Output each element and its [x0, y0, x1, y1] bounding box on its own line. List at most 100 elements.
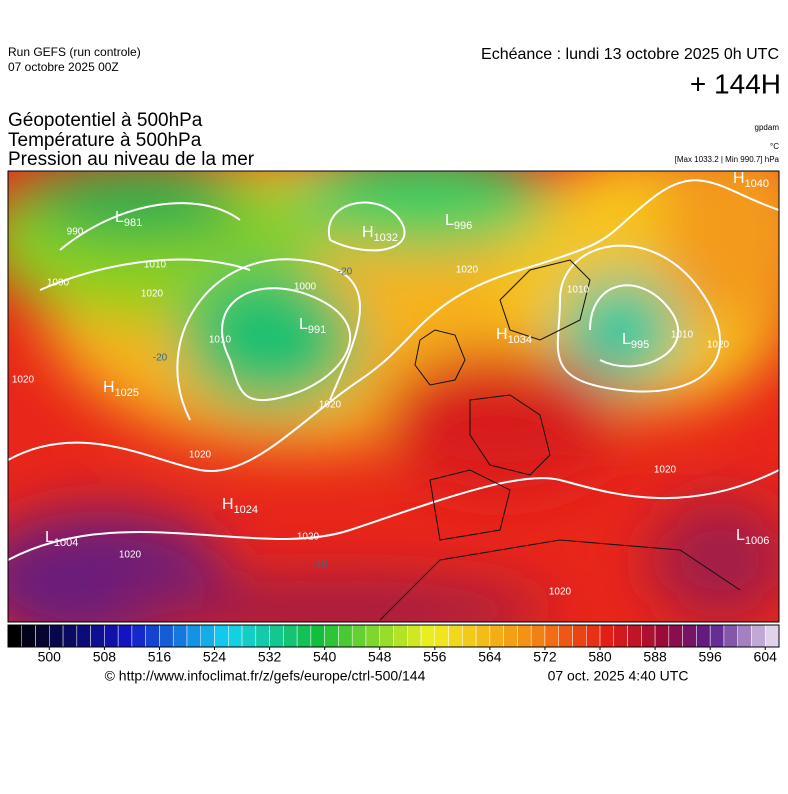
- generated-time: 07 oct. 2025 4:40 UTC: [548, 668, 689, 684]
- colorbar-tick-label: 604: [754, 649, 778, 665]
- center-letter: H: [733, 170, 745, 187]
- colorbar-swatch: [489, 624, 504, 648]
- center-value: 1025: [115, 387, 139, 399]
- colorbar-swatch: [434, 624, 449, 648]
- isotherm-label: -20: [153, 353, 168, 364]
- colorbar-tick-label: 596: [698, 649, 722, 665]
- colorbar-swatch: [241, 624, 257, 648]
- colorbar-swatch: [709, 624, 725, 648]
- valid-time: Echéance : lundi 13 octobre 2025 0h UTC: [481, 46, 779, 63]
- isobar-label: 1020: [189, 450, 212, 461]
- colorbar-swatch: [228, 624, 243, 648]
- source: © http://www.infoclimat.fr/z/gefs/europe…: [105, 668, 426, 684]
- colorbar-swatch: [117, 624, 133, 648]
- center-letter: H: [222, 496, 234, 513]
- isobar-label: 990: [67, 227, 84, 238]
- isotherm-label: -20: [338, 267, 353, 278]
- colorbar-tick-label: 556: [423, 649, 447, 665]
- colorbar-swatch: [503, 624, 518, 648]
- isobar-label: 1020: [707, 340, 730, 351]
- colorbar-tick-label: 508: [93, 649, 117, 665]
- colorbar-swatch: [572, 624, 587, 648]
- colorbar-swatch: [696, 624, 711, 648]
- colorbar-swatch: [393, 624, 408, 648]
- pressure-center: L981: [115, 209, 142, 229]
- colorbar-swatch: [737, 624, 752, 648]
- colorbar-swatch: [407, 624, 422, 648]
- pressure-center: H1025: [103, 379, 139, 399]
- colorbar-swatch: [420, 624, 436, 648]
- colorbar-swatch: [379, 624, 394, 648]
- isobar-label: 1020: [456, 265, 479, 276]
- colorbar-swatch: [62, 624, 78, 648]
- colorbar-swatch: [21, 624, 36, 648]
- unit: [Max 1033.2 | Min 990.7] hPa: [675, 155, 780, 164]
- isobar-label: 1020: [12, 375, 35, 386]
- map-frame: [7, 170, 780, 623]
- center-letter: L: [736, 527, 745, 544]
- pressure-center: L1004: [45, 529, 78, 549]
- center-letter: L: [445, 212, 454, 229]
- center-letter: L: [45, 529, 54, 546]
- colorbar-tick-label: 580: [588, 649, 612, 665]
- colorbar-tick-label: 524: [203, 649, 227, 665]
- center-value: 995: [631, 339, 649, 351]
- center-letter: H: [362, 224, 374, 241]
- pressure-center: H1032: [362, 224, 398, 244]
- colorbar-swatch: [145, 624, 160, 648]
- colorbar-swatch: [462, 624, 477, 648]
- colorbar-swatch: [104, 624, 119, 648]
- colorbar-swatch: [613, 624, 628, 648]
- run-name: Run GEFS (run controle): [8, 45, 141, 59]
- colorbar-swatch: [558, 624, 573, 648]
- unit: gpdam: [755, 123, 780, 132]
- colorbar-tick-label: 532: [258, 649, 282, 665]
- isobar-label: 1010: [567, 285, 590, 296]
- colorbar-swatch: [351, 624, 367, 648]
- colorbar-tick-label: 548: [368, 649, 392, 665]
- colorbar-swatch: [751, 624, 766, 648]
- pressure-center: L995: [622, 331, 649, 351]
- colorbar-swatch: [131, 624, 146, 648]
- colorbar-swatch: [296, 624, 312, 648]
- field-title: Pression au niveau de la mer: [8, 149, 255, 170]
- isobar-label: 1010: [671, 330, 694, 341]
- pressure-center: H1024: [222, 496, 258, 516]
- colorbar-swatch: [365, 624, 380, 648]
- colorbar-swatch: [324, 624, 339, 648]
- center-value: 981: [124, 217, 142, 229]
- isobar-label: 1020: [297, 532, 320, 543]
- lead-time: + 144H: [690, 68, 781, 99]
- isobar-label: 1020: [119, 550, 142, 561]
- run-date: 07 octobre 2025 00Z: [8, 60, 119, 74]
- colorbar-swatch: [448, 624, 463, 648]
- center-value: 1032: [374, 232, 398, 244]
- colorbar-swatch: [654, 624, 670, 648]
- center-value: 1040: [745, 178, 769, 190]
- colorbar-swatch: [530, 624, 546, 648]
- pressure-center: H1034: [496, 326, 532, 346]
- pressure-center: L996: [445, 212, 472, 232]
- colorbar-swatch: [599, 624, 615, 648]
- center-letter: L: [622, 331, 631, 348]
- center-value: 1034: [508, 334, 532, 346]
- colorbar-swatch: [627, 624, 642, 648]
- colorbar-swatch: [544, 624, 559, 648]
- colorbar-swatch: [255, 624, 270, 648]
- colorbar-swatch: [7, 624, 23, 648]
- pressure-center: H1040: [733, 170, 769, 190]
- center-letter: L: [299, 316, 308, 333]
- center-letter: L: [115, 209, 124, 226]
- isobar-label: 1010: [209, 335, 232, 346]
- colorbar-swatch: [35, 624, 50, 648]
- colorbar-swatch: [586, 624, 601, 648]
- isobar-label: 1020: [141, 289, 164, 300]
- colorbar-tick-label: 540: [313, 649, 337, 665]
- colorbar-swatch: [186, 624, 202, 648]
- colorbar-swatch: [76, 624, 91, 648]
- center-letter: H: [496, 326, 508, 343]
- isobar-label: 1020: [654, 465, 677, 476]
- colorbar-tick-label: 572: [533, 649, 557, 665]
